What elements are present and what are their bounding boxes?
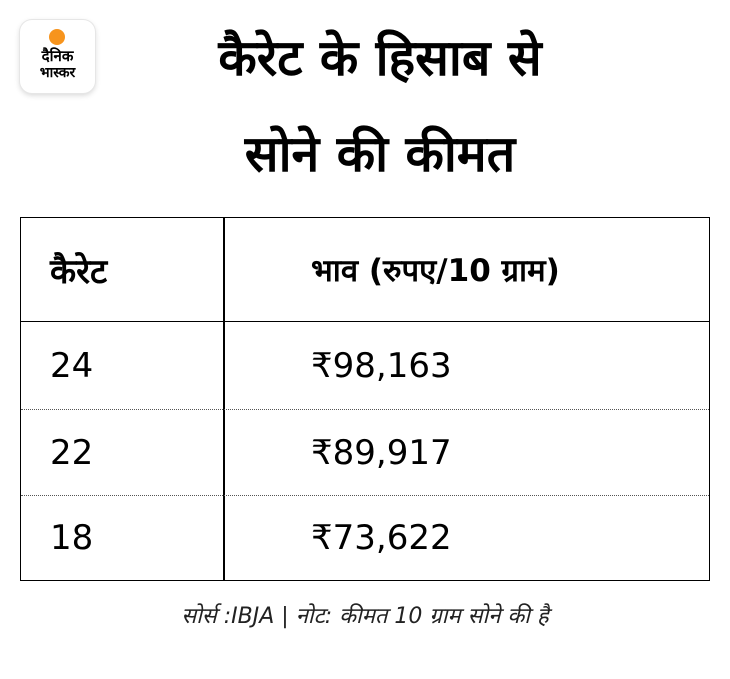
logo-text-line2: भास्कर bbox=[39, 65, 76, 81]
source-note: सोर्स :IBJA | नोट: कीमत 10 ग्राम सोने की… bbox=[181, 604, 549, 629]
header-karat: कैरेट bbox=[50, 251, 108, 292]
price-cell: ₹98,163 bbox=[311, 345, 452, 386]
page-title-line1: कैरेट के हिसाब से bbox=[218, 29, 542, 87]
dainik-bhaskar-logo: दैनिक भास्कर bbox=[20, 20, 95, 93]
gold-price-table: कैरेट भाव (रुपए/10 ग्राम) 24 ₹98,163 22 … bbox=[20, 217, 710, 581]
page-title-line2: सोने की कीमत bbox=[244, 125, 516, 183]
table-row: 22 ₹89,917 bbox=[21, 410, 709, 496]
price-cell: ₹89,917 bbox=[311, 432, 452, 473]
table-row: 18 ₹73,622 bbox=[21, 496, 709, 580]
karat-cell: 22 bbox=[50, 432, 94, 473]
price-cell: ₹73,622 bbox=[311, 518, 452, 558]
karat-cell: 18 bbox=[50, 518, 94, 558]
table-row: 24 ₹98,163 bbox=[21, 322, 709, 410]
header-price: भाव (रुपए/10 ग्राम) bbox=[311, 252, 560, 289]
logo-text-line1: दैनिक bbox=[41, 47, 74, 65]
sun-icon bbox=[49, 29, 65, 45]
column-divider bbox=[223, 218, 225, 580]
karat-cell: 24 bbox=[50, 345, 94, 386]
table-header-row: कैरेट भाव (रुपए/10 ग्राम) bbox=[21, 218, 709, 322]
